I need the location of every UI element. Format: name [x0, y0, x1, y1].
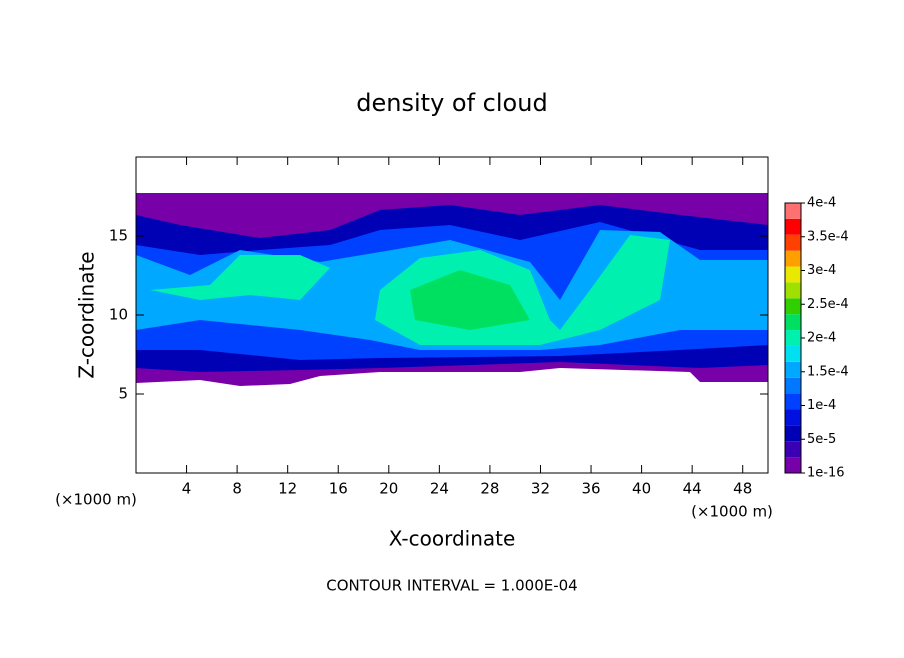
colorbar-band — [785, 282, 801, 299]
x-unit-label: (×1000 m) — [691, 503, 773, 521]
colorbar-tick-label: 3e-4 — [807, 263, 836, 278]
colorbar-tick-label: 2.5e-4 — [807, 297, 849, 312]
x-axis-label: X-coordinate — [389, 527, 516, 551]
colorbar-tick-label: 4e-4 — [807, 196, 836, 211]
colorbar-band — [785, 314, 801, 331]
x-tick-label: 40 — [632, 480, 651, 498]
colorbar-band — [785, 298, 801, 315]
colorbar-band — [785, 377, 801, 394]
y-tick-label: 15 — [109, 227, 128, 245]
colorbar-tick-label: 1e-16 — [807, 466, 845, 481]
colorbar-band — [785, 425, 801, 442]
x-unit-label: (×1000 m) — [55, 491, 137, 509]
x-tick-label: 20 — [379, 480, 398, 498]
chart-title: density of cloud — [356, 89, 547, 117]
colorbar-band — [785, 250, 801, 267]
colorbar-band — [785, 409, 801, 426]
x-tick-label: 36 — [581, 480, 600, 498]
colorbar-band — [785, 203, 801, 219]
x-tick-label: 8 — [232, 480, 242, 498]
colorbar-tick-label: 2e-4 — [807, 331, 836, 346]
y-axis-label: Z-coordinate — [75, 251, 99, 378]
annotation: CONTOUR INTERVAL = 1.000E-04 — [326, 577, 577, 595]
colorbar-band — [785, 457, 801, 473]
x-tick-label: 4 — [182, 480, 192, 498]
x-tick-label: 48 — [733, 480, 752, 498]
colorbar-tick-label: 1.5e-4 — [807, 364, 849, 379]
y-tick-label: 10 — [109, 306, 128, 324]
contour-field — [136, 193, 768, 386]
y-tick-label: 5 — [118, 385, 128, 403]
colorbar-band — [785, 330, 801, 346]
x-tick-label: 32 — [531, 480, 550, 498]
colorbar-band — [785, 218, 801, 235]
colorbar-band — [785, 266, 801, 283]
colorbar-band — [785, 441, 801, 458]
colorbar-tick-label: 1e-4 — [807, 398, 836, 413]
x-tick-label: 12 — [278, 480, 297, 498]
colorbar-band — [785, 345, 801, 362]
x-tick-label: 28 — [480, 480, 499, 498]
x-tick-label: 44 — [683, 480, 702, 498]
colorbar-tick-label: 5e-5 — [807, 432, 836, 447]
x-tick-label: 16 — [329, 480, 348, 498]
x-tick-label: 24 — [430, 480, 449, 498]
colorbar-band — [785, 234, 801, 251]
colorbar-tick-label: 3.5e-4 — [807, 229, 849, 244]
colorbar-band — [785, 393, 801, 410]
colorbar-band — [785, 361, 801, 378]
